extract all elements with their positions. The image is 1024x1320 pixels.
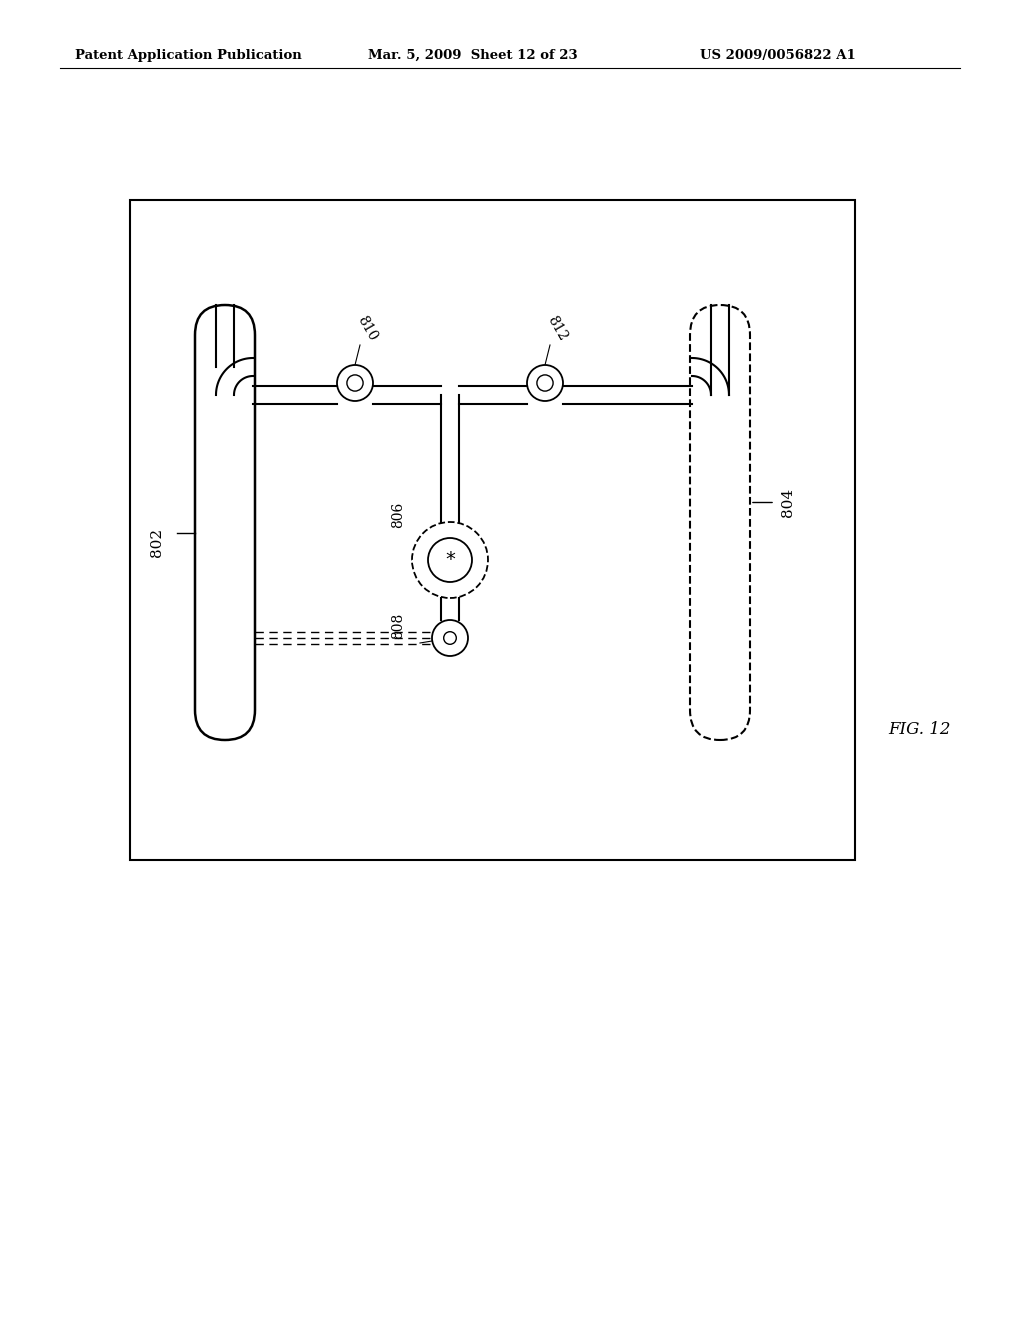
Text: 812: 812 (545, 313, 569, 343)
Text: US 2009/0056822 A1: US 2009/0056822 A1 (700, 49, 856, 62)
Text: FIG. 12: FIG. 12 (889, 722, 951, 738)
Text: 802: 802 (150, 528, 164, 557)
Text: Patent Application Publication: Patent Application Publication (75, 49, 302, 62)
FancyBboxPatch shape (690, 305, 750, 741)
Text: *: * (444, 550, 456, 569)
Circle shape (337, 366, 373, 401)
Circle shape (412, 521, 488, 598)
Bar (130, 201, 855, 861)
Circle shape (537, 375, 553, 391)
Text: 810: 810 (354, 313, 380, 343)
Text: 808: 808 (391, 612, 406, 639)
Text: 806: 806 (391, 502, 406, 528)
Text: 804: 804 (781, 488, 795, 517)
Circle shape (432, 620, 468, 656)
Circle shape (527, 366, 563, 401)
Circle shape (443, 632, 457, 644)
Circle shape (428, 539, 472, 582)
FancyBboxPatch shape (195, 305, 255, 741)
Circle shape (347, 375, 364, 391)
Text: Mar. 5, 2009  Sheet 12 of 23: Mar. 5, 2009 Sheet 12 of 23 (368, 49, 578, 62)
